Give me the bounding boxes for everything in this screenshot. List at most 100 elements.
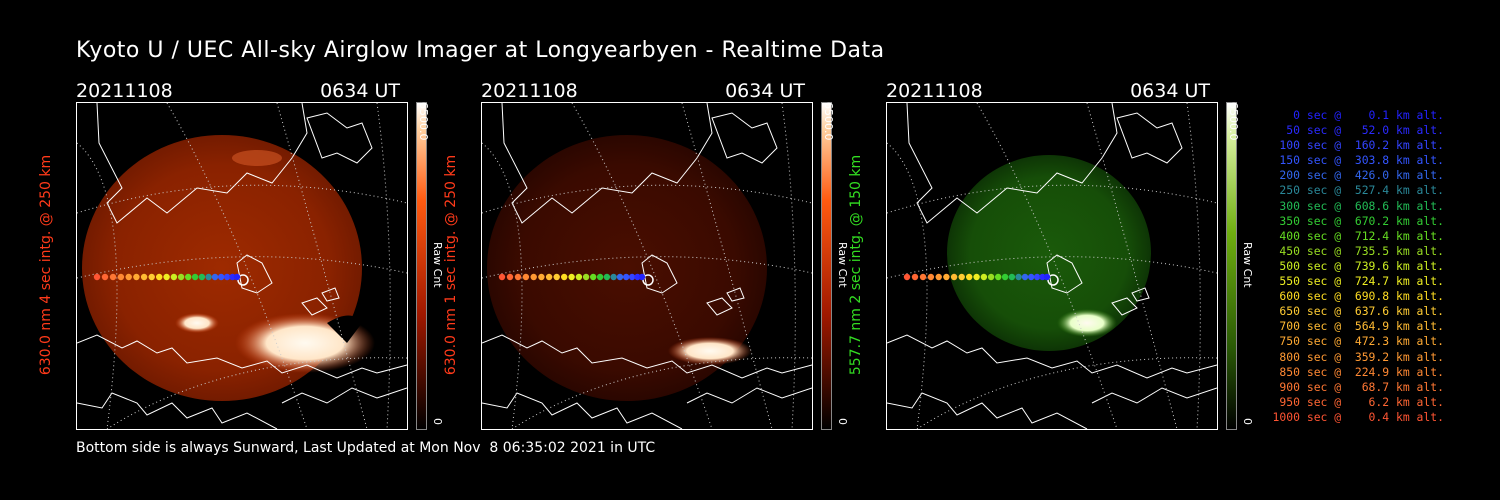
trajectory-dot xyxy=(935,273,942,281)
trajectory-dot xyxy=(966,273,973,281)
trajectory-dot xyxy=(958,273,965,281)
trajectory-dot xyxy=(170,273,178,281)
trajectory-dot xyxy=(229,273,236,281)
allsky-image xyxy=(481,102,813,430)
trajectory-dot xyxy=(616,273,624,281)
trajectory-dot xyxy=(568,273,575,281)
legend-item: 300 sec @ 608.6 km alt. xyxy=(1272,198,1444,213)
trajectory-dot xyxy=(1015,273,1022,281)
footer-status: Bottom side is always Sunward, Last Upda… xyxy=(76,440,656,456)
legend-item: 350 sec @ 670.2 km alt. xyxy=(1272,213,1444,228)
legend-item: 0 sec @ 0.1 km alt. xyxy=(1272,108,1444,122)
panel-date: 20211108 xyxy=(481,80,578,102)
panel-time: 0634 UT xyxy=(320,80,400,102)
trajectory-dot xyxy=(638,273,646,281)
trajectory-dot xyxy=(198,273,206,281)
colorbar xyxy=(821,102,832,430)
trajectory-dot xyxy=(987,273,995,281)
trajectory-dot xyxy=(634,273,641,281)
sky-map xyxy=(482,103,812,429)
trajectory-dot xyxy=(1008,273,1016,281)
wavelength-label: 630.0 nm 4 sec intg. @ 250 km xyxy=(38,154,54,376)
coastline-map xyxy=(77,103,407,429)
trajectory-dot xyxy=(911,273,919,281)
wavelength-label: 630.0 nm 1 sec intg. @ 250 km xyxy=(443,154,459,376)
legend-item: 550 sec @ 724.7 km alt. xyxy=(1272,274,1444,289)
panel-630-1sec: 20211108 0634 UT 630.0 nm 1 sec intg. @ … xyxy=(443,80,891,435)
colorbar xyxy=(1226,102,1237,430)
trajectory-dot xyxy=(514,273,522,281)
trajectory-dot xyxy=(1043,273,1051,281)
colorbar-min: 0 xyxy=(431,418,444,425)
page-title: Kyoto U / UEC All-sky Airglow Imager at … xyxy=(76,38,885,63)
colorbar xyxy=(416,102,427,430)
trajectory-dot xyxy=(1028,273,1035,281)
legend-item: 500 sec @ 739.6 km alt. xyxy=(1272,258,1444,273)
trajectory-dot xyxy=(522,273,530,281)
panel-557-2sec: 20211108 0634 UT 557.7 nm 2 sec intg. @ … xyxy=(848,80,1296,435)
panel-date: 20211108 xyxy=(886,80,983,102)
trajectory-dot xyxy=(218,273,225,281)
trajectory-dot xyxy=(93,273,101,281)
trajectory-dot xyxy=(545,273,553,281)
legend-item: 900 sec @ 68.7 km alt. xyxy=(1272,379,1444,394)
legend-item: 600 sec @ 690.8 km alt. xyxy=(1272,289,1444,304)
coastline-map xyxy=(887,103,1217,429)
trajectory-dot xyxy=(561,273,568,281)
trajectory-dot xyxy=(191,273,199,281)
trajectory-dot xyxy=(530,273,537,281)
latlon-grid xyxy=(77,103,407,429)
trajectory-dot xyxy=(603,273,611,281)
trajectory-dot xyxy=(919,273,927,281)
panel-time: 0634 UT xyxy=(1130,80,1210,102)
trajectory-dot xyxy=(233,273,241,281)
trajectory-dot xyxy=(117,273,125,281)
legend-item: 100 sec @ 160.2 km alt. xyxy=(1272,138,1444,153)
trajectory-legend: 0 sec @ 0.1 km alt. 50 sec @ 52.0 km alt… xyxy=(1262,108,1444,425)
colorbar-max: 6500.0 xyxy=(822,102,835,141)
sky-map xyxy=(77,103,407,429)
trajectory-dot xyxy=(973,273,980,281)
trajectory-dot xyxy=(582,273,590,281)
coastline-map xyxy=(482,103,812,429)
legend-item: 150 sec @ 303.8 km alt. xyxy=(1272,153,1444,168)
latlon-grid xyxy=(887,103,1217,429)
colorbar-min: 0 xyxy=(1241,418,1254,425)
panel-630-4sec: 20211108 0634 UT 630.0 nm 4 sec intg. @ … xyxy=(38,80,486,435)
legend-item: 700 sec @ 564.9 km alt. xyxy=(1272,319,1444,334)
trajectory-dot xyxy=(133,273,140,281)
panel-time: 0634 UT xyxy=(725,80,805,102)
trajectory-dot xyxy=(205,273,212,281)
trajectory-dot xyxy=(980,273,988,281)
trajectory-dot xyxy=(575,273,583,281)
aurora-patch xyxy=(668,337,752,365)
trajectory-dot xyxy=(125,273,132,281)
trajectory-dot xyxy=(628,273,636,281)
trajectory-dot xyxy=(995,273,1002,281)
trajectory-dot xyxy=(223,273,231,281)
trajectory-dot xyxy=(927,273,935,281)
airglow-disc xyxy=(947,155,1151,351)
colorbar-unit: Raw Cnt xyxy=(1241,242,1254,288)
trajectory-dot xyxy=(596,273,604,281)
trajectory-dot xyxy=(553,273,560,281)
legend-item: 950 sec @ 6.2 km alt. xyxy=(1272,394,1444,409)
wavelength-label: 557.7 nm 2 sec intg. @ 150 km xyxy=(848,154,864,376)
trajectory-dot xyxy=(943,273,950,281)
trajectory-path xyxy=(903,273,1051,281)
aurora-patch xyxy=(1057,309,1117,337)
trajectory-dot xyxy=(903,273,911,281)
trajectory-dot xyxy=(1021,273,1029,281)
legend-item: 800 sec @ 359.2 km alt. xyxy=(1272,349,1444,364)
trajectory-dot xyxy=(506,273,514,281)
trajectory-dot xyxy=(590,273,597,281)
trajectory-dot xyxy=(623,273,630,281)
trajectory-dot xyxy=(140,273,148,281)
trajectory-dot xyxy=(101,273,109,281)
sky-map xyxy=(887,103,1217,429)
trajectory-dot xyxy=(163,273,170,281)
legend-item: 50 sec @ 52.0 km alt. xyxy=(1272,123,1444,138)
legend-item: 200 sec @ 426.0 km alt. xyxy=(1272,168,1444,183)
legend-item: 850 sec @ 224.9 km alt. xyxy=(1272,364,1444,379)
legend-item: 650 sec @ 637.6 km alt. xyxy=(1272,304,1444,319)
